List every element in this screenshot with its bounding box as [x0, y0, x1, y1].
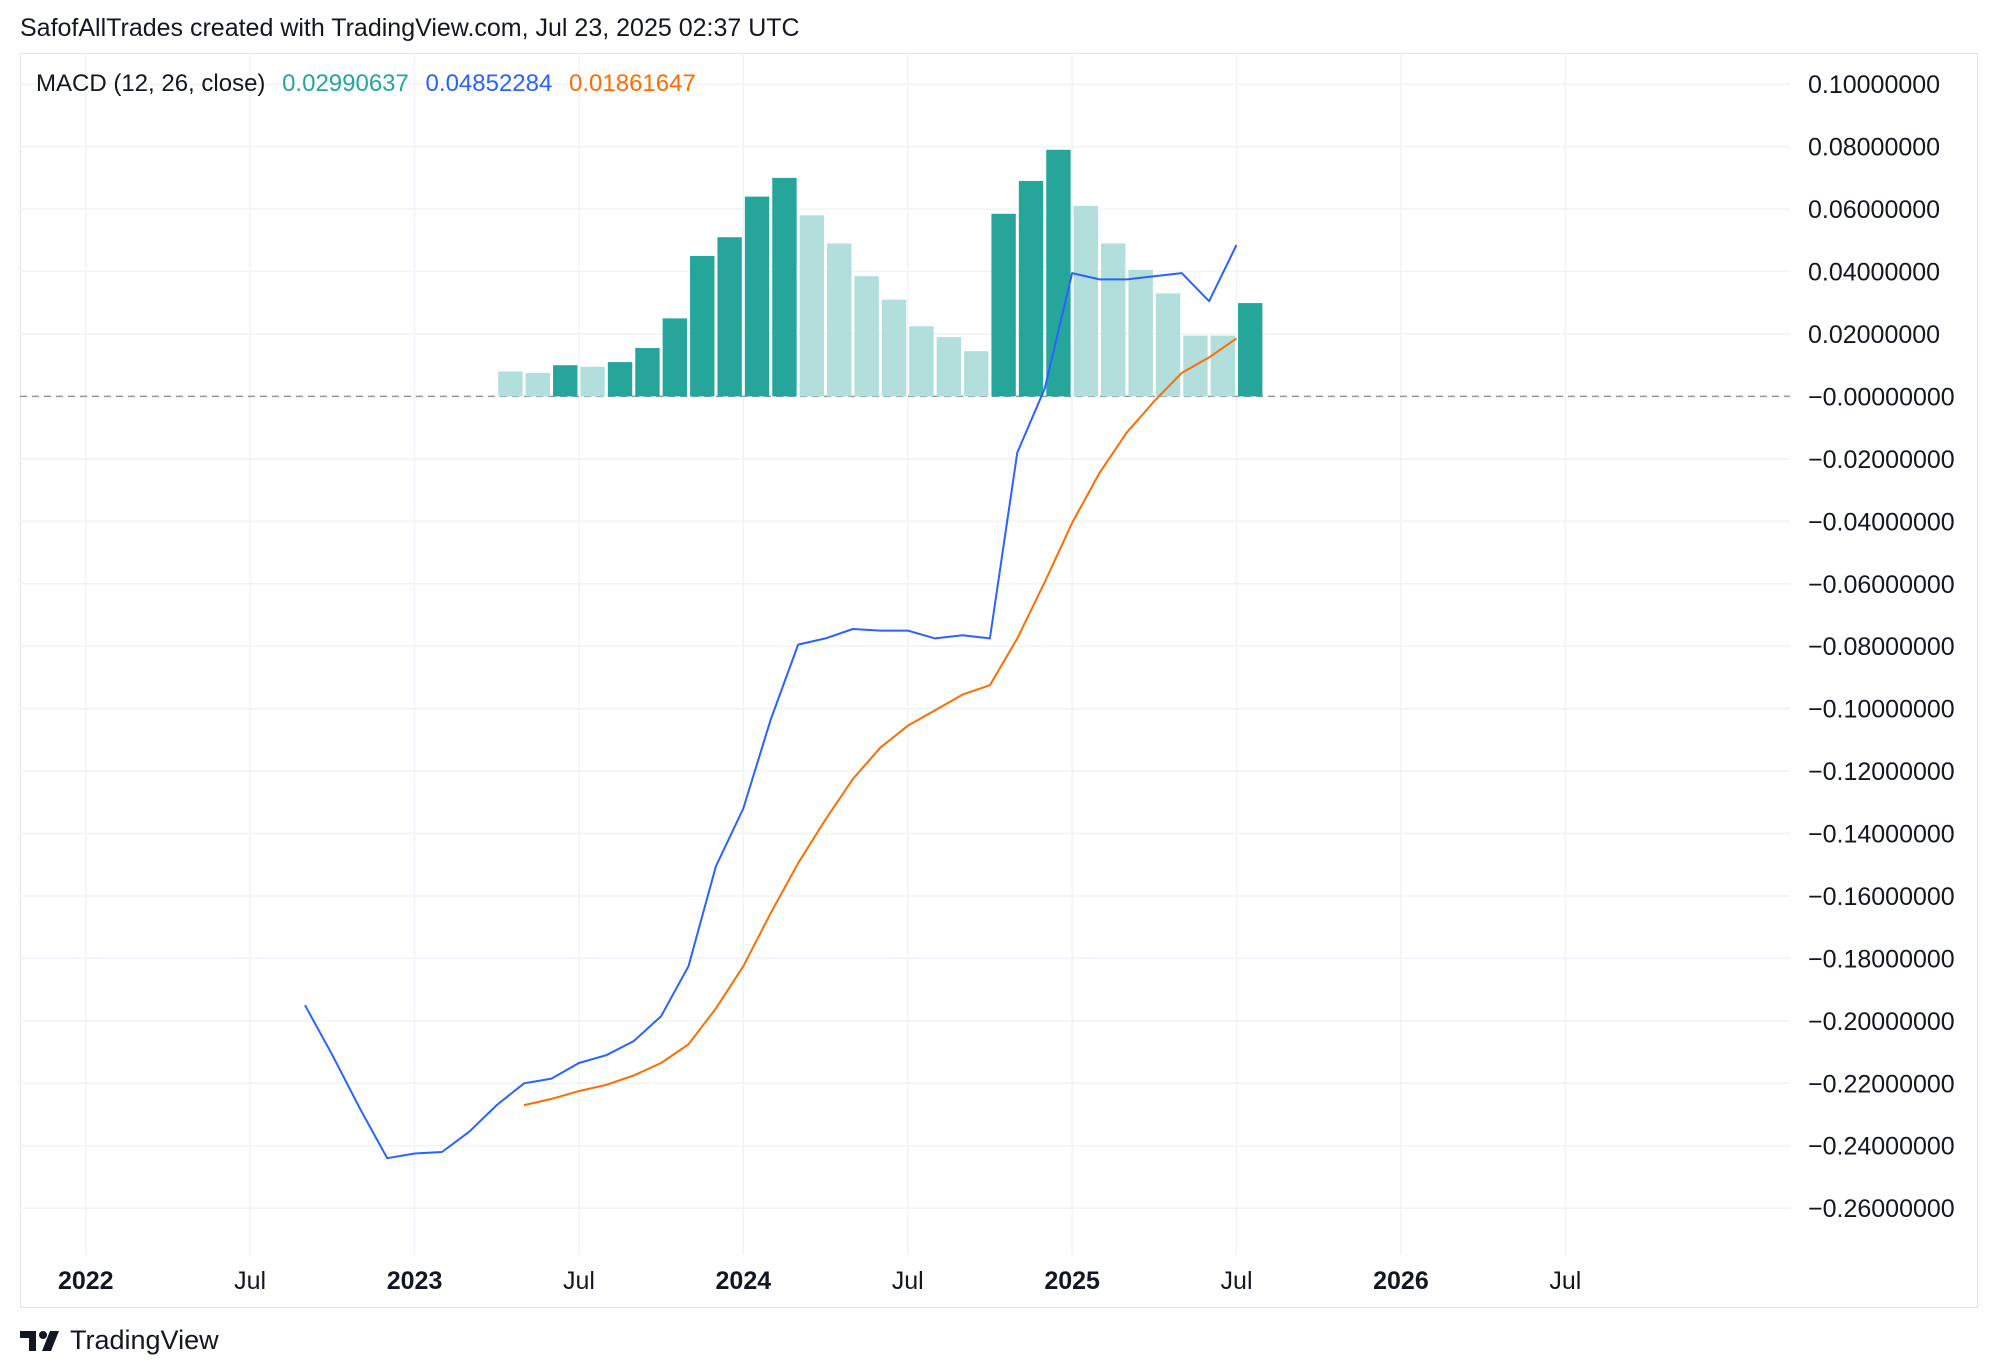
y-tick-label: −0.22000000 [1808, 1070, 1955, 1098]
histogram-bar [964, 351, 989, 397]
tradingview-logo-icon [20, 1330, 59, 1351]
indicator-legend[interactable]: MACD (12, 26, close) 0.02990637 0.048522… [36, 70, 706, 98]
attribution-text: SafofAllTrades created with TradingView.… [20, 14, 800, 42]
histogram-bar [1018, 181, 1044, 397]
histogram-bar [1073, 205, 1099, 397]
y-tick-label: 0.06000000 [1808, 196, 1940, 224]
y-tick-label: 0.08000000 [1808, 134, 1940, 162]
histogram-bar [1210, 335, 1236, 397]
histogram-bar [854, 276, 879, 397]
x-tick-label: Jul [1221, 1267, 1253, 1295]
y-tick-label: −0.04000000 [1808, 508, 1955, 536]
x-tick-label: Jul [892, 1267, 924, 1295]
legend-histogram-value: 0.02990637 [282, 70, 409, 97]
histogram-bar [936, 337, 962, 397]
legend-macd-value: 0.04852284 [425, 70, 553, 97]
signal-line [523, 337, 1238, 1107]
y-tick-label: −0.26000000 [1808, 1195, 1955, 1223]
y-tick-label: −0.08000000 [1808, 633, 1955, 661]
y-tick-label: 0.04000000 [1808, 259, 1940, 287]
y-tick-label: −0.18000000 [1808, 945, 1955, 973]
x-tick-label: 2022 [58, 1267, 114, 1295]
footer[interactable]: TradingView [20, 1325, 219, 1356]
chart-frame [20, 53, 1978, 1308]
grid-layer [20, 53, 1790, 1255]
x-axis: 2022 Jul 2023 Jul 2024 Jul 2025 Jul 2026 Jul [58, 1267, 1581, 1295]
histogram-bar [1128, 269, 1153, 397]
histogram-bar [498, 371, 523, 397]
lines-layer [304, 244, 1238, 1160]
histogram-bar [772, 177, 797, 397]
y-tick-label: −0.02000000 [1808, 446, 1955, 474]
histogram-bar [690, 255, 715, 397]
histogram-bar [799, 215, 825, 397]
histogram-bar [744, 196, 770, 397]
histogram-bar [580, 366, 605, 397]
y-axis: 0.10000000 0.08000000 0.06000000 0.04000000… [1808, 71, 1955, 1223]
y-tick-label: −0.24000000 [1808, 1133, 1955, 1161]
histogram-layer [498, 149, 1263, 397]
histogram-bar [717, 237, 742, 397]
histogram-bar [1101, 243, 1126, 397]
histogram-bar [827, 243, 852, 397]
x-tick-label: 2025 [1044, 1267, 1100, 1295]
histogram-bar [635, 348, 660, 397]
histogram-bar [1238, 303, 1263, 397]
histogram-bar [607, 362, 633, 397]
histogram-bar [553, 365, 578, 397]
y-tick-label: −0.06000000 [1808, 571, 1955, 599]
x-tick-label: Jul [234, 1267, 266, 1295]
histogram-bar [1046, 149, 1071, 397]
legend-signal-value: 0.01861647 [569, 70, 696, 97]
histogram-bar [662, 318, 688, 397]
y-tick-label: −0.20000000 [1808, 1008, 1955, 1036]
histogram-bar [909, 326, 934, 397]
x-tick-label: Jul [1549, 1267, 1581, 1295]
histogram-bar [881, 299, 907, 397]
y-tick-label: −0.16000000 [1808, 883, 1955, 911]
x-tick-label: 2026 [1373, 1267, 1429, 1295]
y-tick-label: −0.10000000 [1808, 696, 1955, 724]
x-tick-label: Jul [563, 1267, 595, 1295]
histogram-bar [1155, 293, 1181, 397]
histogram-bar [525, 373, 551, 397]
y-tick-label: −0.14000000 [1808, 821, 1955, 849]
y-tick-label: −0.00000000 [1808, 383, 1955, 411]
x-tick-label: 2024 [716, 1267, 772, 1295]
y-tick-label: 0.10000000 [1808, 71, 1940, 99]
macd-line [304, 244, 1238, 1160]
legend-title: MACD (12, 26, close) [36, 70, 266, 97]
tradingview-brand: TradingView [70, 1325, 219, 1355]
x-tick-label: 2023 [387, 1267, 443, 1295]
y-tick-label: −0.12000000 [1808, 758, 1955, 786]
y-tick-label: 0.02000000 [1808, 321, 1940, 349]
histogram-bar [991, 213, 1016, 397]
